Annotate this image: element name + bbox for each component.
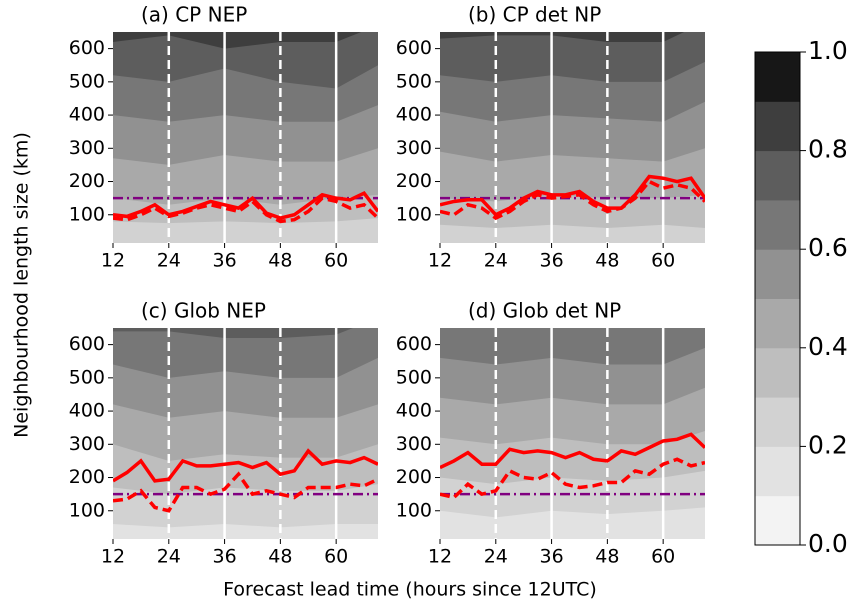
y-tick-label: 100 [396, 203, 432, 225]
colorbar-band [755, 347, 800, 398]
y-tick-label: 200 [69, 466, 105, 488]
y-tick-label: 400 [69, 104, 105, 126]
y-tick-label: 200 [69, 170, 105, 192]
plot-area [440, 328, 705, 539]
contour-fill [113, 32, 378, 89]
y-tick-label: 500 [396, 70, 432, 92]
y-tick-label: 300 [69, 137, 105, 159]
y-tick-label: 400 [69, 400, 105, 422]
y-tick-label: 300 [396, 433, 432, 455]
plot-area [113, 328, 378, 539]
colorbar-tick-label: 1.0 [808, 36, 848, 65]
x-tick-label: 60 [651, 546, 675, 568]
y-tick-label: 500 [69, 70, 105, 92]
series-line [113, 196, 378, 224]
x-tick-label: 36 [212, 250, 236, 272]
plot-area [113, 32, 378, 243]
colorbar-tick-label: 0.4 [808, 332, 848, 361]
colorbar-band [755, 199, 800, 250]
x-tick-label: 60 [651, 250, 675, 272]
colorbar-frame [754, 51, 801, 546]
panel-title: (d) Glob det NP [468, 299, 621, 323]
contour-fill [113, 328, 378, 378]
y-tick-label: 100 [69, 499, 105, 521]
x-tick-label: 48 [595, 546, 619, 568]
x-tick-label: 12 [428, 546, 452, 568]
colorbar-tick-label: 0.6 [808, 233, 848, 262]
colorbar-band [755, 101, 800, 152]
x-tick-label: 36 [539, 546, 563, 568]
contour-fill [113, 328, 353, 338]
series-line [440, 432, 705, 470]
colorbar-tick-label: 0.8 [808, 135, 848, 164]
y-tick-label: 200 [396, 170, 432, 192]
colorbar-band [755, 52, 800, 102]
y-tick-label: 300 [69, 433, 105, 455]
y-tick-label: 400 [396, 400, 432, 422]
colorbar-band [755, 495, 800, 546]
y-tick-label: 600 [396, 333, 432, 355]
contour-fill [440, 32, 685, 42]
y-tick-label: 300 [396, 137, 432, 159]
x-tick-label: 36 [212, 546, 236, 568]
colorbar-band [755, 298, 800, 349]
x-tick-label: 24 [484, 250, 508, 272]
series-line [113, 471, 378, 513]
x-tick-label: 60 [324, 546, 348, 568]
contour-fill [440, 328, 705, 365]
colorbar-tick-label: 0.0 [808, 529, 848, 558]
series-line [113, 448, 378, 483]
x-tick-label: 24 [157, 546, 181, 568]
x-tick-label: 36 [539, 250, 563, 272]
y-axis-label: Neighbourhood length size (km) [11, 132, 33, 438]
contour-fill [440, 32, 705, 82]
x-tick-label: 48 [595, 250, 619, 272]
y-tick-label: 100 [396, 499, 432, 521]
series-line [440, 457, 705, 500]
colorbar-tick-label: 0.2 [808, 430, 848, 459]
y-tick-label: 500 [69, 366, 105, 388]
y-tick-label: 200 [396, 466, 432, 488]
x-axis-label: Forecast lead time (hours since 12UTC) [223, 579, 597, 601]
x-tick-label: 24 [157, 250, 181, 272]
x-tick-label: 48 [268, 546, 292, 568]
plot-area [440, 32, 705, 243]
colorbar-band [755, 249, 800, 299]
colorbar-band [755, 150, 800, 201]
x-tick-label: 60 [324, 250, 348, 272]
x-tick-label: 48 [268, 250, 292, 272]
colorbar-band [755, 446, 800, 497]
panel-title: (b) CP det NP [468, 3, 601, 27]
y-tick-label: 600 [396, 37, 432, 59]
series-line [440, 179, 705, 221]
y-tick-label: 600 [69, 333, 105, 355]
y-tick-label: 500 [396, 366, 432, 388]
y-tick-label: 400 [396, 104, 432, 126]
series-line [113, 190, 378, 220]
x-tick-label: 12 [101, 250, 125, 272]
panel-title: (a) CP NEP [141, 3, 247, 27]
contour-fill [113, 32, 362, 49]
x-tick-label: 12 [101, 546, 125, 568]
series-line [440, 174, 705, 217]
y-tick-label: 600 [69, 37, 105, 59]
panel-title: (c) Glob NEP [141, 299, 266, 323]
y-tick-label: 100 [69, 203, 105, 225]
colorbar-band [755, 397, 800, 447]
x-tick-label: 12 [428, 250, 452, 272]
x-tick-label: 24 [484, 546, 508, 568]
